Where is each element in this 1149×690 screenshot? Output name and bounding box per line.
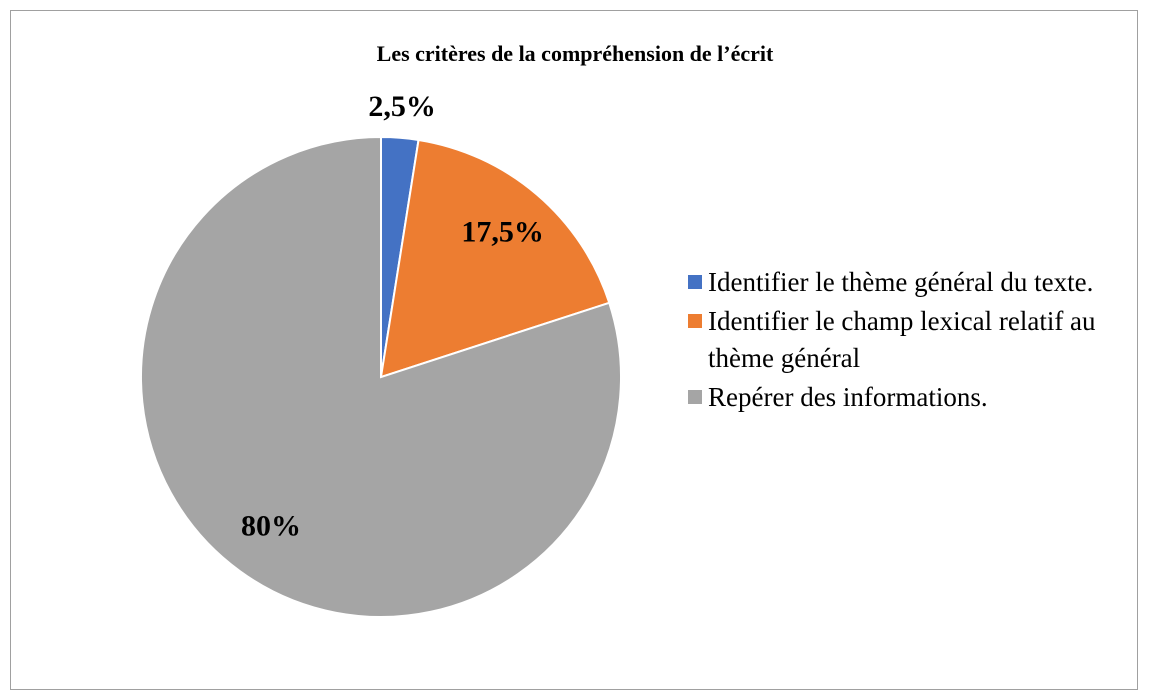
pie-slice (379, 138, 611, 379)
data-label: 17,5% (461, 216, 544, 249)
legend-label: Repérer des informations. (708, 382, 988, 412)
legend-swatch (688, 275, 702, 289)
legend-label: Identifier le thème général du texte. (708, 267, 1094, 297)
legend-swatch (688, 314, 702, 328)
legend-item: Repérer des informations. (688, 379, 1098, 416)
legend-item: Identifier le champ lexical relatif au t… (688, 303, 1098, 377)
legend-label: Identifier le champ lexical relatif au t… (708, 306, 1096, 373)
chart-title: Les critères de la compréhension de l’éc… (377, 41, 774, 66)
pie-slice (140, 135, 622, 618)
data-label: 80% (241, 509, 301, 542)
legend-swatch (688, 390, 702, 404)
legend-item: Identifier le thème général du texte. (688, 264, 1098, 301)
legend: Identifier le thème général du texte. Ide… (688, 264, 1098, 418)
data-label: 2,5% (368, 90, 436, 123)
